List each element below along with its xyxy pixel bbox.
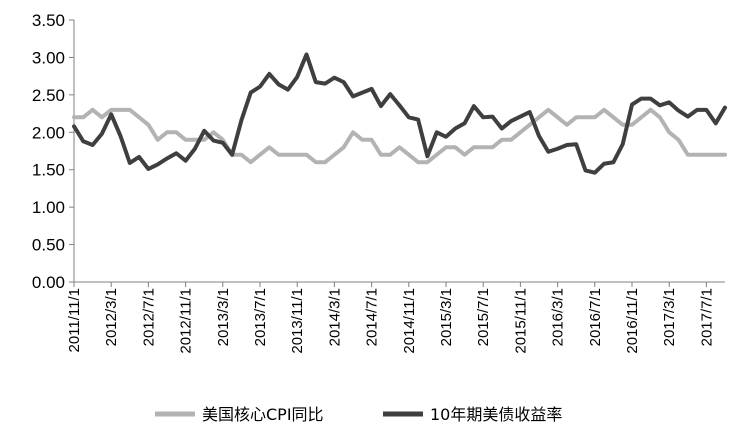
x-tick-label: 2015/11/1 xyxy=(512,288,529,354)
x-tick-label: 2014/11/1 xyxy=(401,288,418,354)
x-tick-label: 2016/7/1 xyxy=(587,288,604,346)
x-tick-label: 2016/11/1 xyxy=(624,288,641,354)
series-lines xyxy=(72,52,727,175)
x-tick-label: 2016/3/1 xyxy=(550,288,567,346)
legend-label-cpi: 美国核心CPI同比 xyxy=(202,405,324,424)
y-axis: 0.00 0.50 1.00 1.50 2.00 2.50 3.00 3.50 xyxy=(32,11,75,292)
y-tick-label: 2.00 xyxy=(32,123,65,142)
x-tick-label: 2015/7/1 xyxy=(475,288,492,346)
x-tick-label: 2013/7/1 xyxy=(252,288,269,346)
legend-label-treasury: 10年期美债收益率 xyxy=(430,405,562,424)
series-line-core-cpi xyxy=(72,107,727,165)
y-tick-label: 0.50 xyxy=(32,236,65,255)
y-tick-label: 2.50 xyxy=(32,86,65,105)
y-tick-label: 1.50 xyxy=(32,161,65,180)
series-line-10y-treasury-yield xyxy=(72,52,727,175)
x-tick-label: 2015/3/1 xyxy=(438,288,455,346)
x-tick-label: 2014/7/1 xyxy=(364,288,381,346)
x-tick-label: 2012/11/1 xyxy=(178,288,195,354)
y-tick-label: 3.00 xyxy=(32,48,65,67)
x-axis: 2011/11/1 2012/3/1 2012/7/1 2012/11/1 2013/3… xyxy=(66,281,725,354)
x-tick-label: 2013/11/1 xyxy=(289,288,306,354)
y-tick-label: 3.50 xyxy=(32,11,65,30)
legend: 美国核心CPI同比 10年期美债收益率 xyxy=(155,405,562,424)
x-tick-label: 2013/3/1 xyxy=(215,288,232,346)
x-tick-label: 2017/3/1 xyxy=(661,288,678,346)
x-tick-label: 2012/7/1 xyxy=(140,288,157,346)
y-tick-label: 1.00 xyxy=(32,198,65,217)
x-tick-label: 2011/11/1 xyxy=(66,288,83,353)
x-tick-label: 2014/3/1 xyxy=(326,288,343,346)
y-tick-label: 0.00 xyxy=(32,273,65,292)
x-tick-label: 2012/3/1 xyxy=(103,288,120,346)
x-tick-label: 2017/7/1 xyxy=(698,288,715,346)
